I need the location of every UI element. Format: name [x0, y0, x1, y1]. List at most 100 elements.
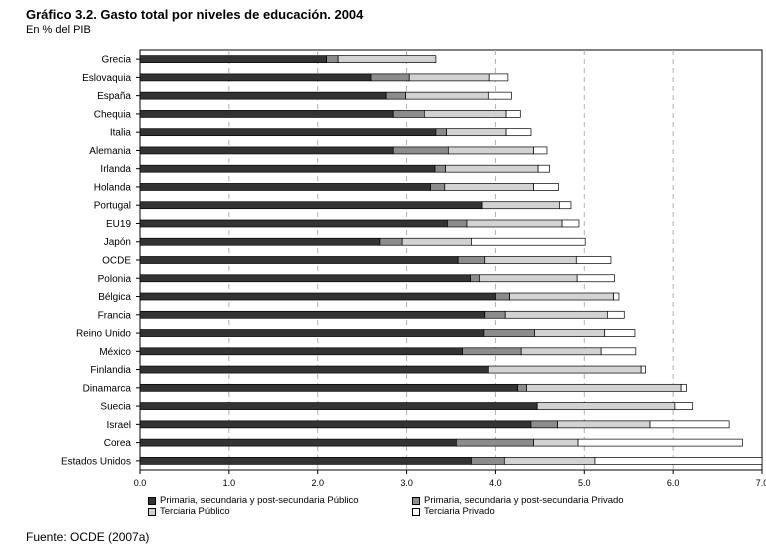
- bar-segment: [530, 420, 558, 429]
- bar-segment: [594, 457, 763, 465]
- bar-segment: [139, 219, 448, 228]
- bar-segment: [139, 402, 538, 410]
- category-label: Reino Unido: [76, 329, 131, 340]
- bar-segment: [139, 329, 485, 337]
- category-label: Holanda: [94, 182, 132, 193]
- bar-segment: [533, 183, 559, 191]
- bar-segment: [674, 402, 694, 410]
- bar-segment: [446, 128, 507, 137]
- bar-segment: [576, 274, 615, 283]
- bar-segment: [680, 383, 687, 392]
- bar-segment: [447, 219, 468, 228]
- bar-segment: [561, 219, 580, 228]
- bar-segment: [484, 256, 577, 264]
- bar-segment: [534, 329, 606, 337]
- bar-segment: [613, 292, 620, 301]
- bar-segment: [445, 164, 539, 173]
- bar-segment: [139, 183, 431, 191]
- bar-segment: [495, 292, 510, 301]
- bar-segment: [139, 365, 489, 374]
- bar-segment: [139, 420, 532, 429]
- bar-segment: [517, 383, 527, 392]
- legend-swatch-terciaria-publico: [148, 507, 156, 516]
- bar-segment: [370, 73, 410, 82]
- bar-segment: [139, 146, 394, 155]
- bar-segment: [392, 110, 425, 118]
- bar-segment: [408, 73, 490, 82]
- bar-segment: [139, 237, 381, 246]
- bar-segment: [504, 310, 608, 319]
- bar-segment: [457, 256, 486, 264]
- bar-segment: [447, 146, 534, 155]
- legend-item-terciaria-publico: Terciaria Público: [148, 506, 230, 517]
- bar-segment: [488, 73, 509, 82]
- bar-segment: [139, 274, 471, 283]
- bar-segment: [604, 329, 636, 337]
- legend-item-primaria-publico: Primaria, secundaria y post-secundaria P…: [148, 495, 359, 506]
- category-label: EU19: [106, 219, 131, 230]
- legend-label-primaria-publico: Primaria, secundaria y post-secundaria P…: [160, 495, 359, 506]
- chart-subtitle: En % del PIB: [26, 24, 91, 36]
- legend-label-primaria-privado: Primaria, secundaria y post-secundaria P…: [424, 495, 624, 506]
- category-label: México: [99, 347, 131, 358]
- bar-segment: [401, 237, 472, 246]
- category-label: Polonia: [98, 274, 132, 285]
- bar-segment: [487, 91, 512, 100]
- category-label: Grecia: [102, 55, 132, 66]
- bar-segment: [139, 164, 436, 173]
- bar-segment: [139, 292, 496, 301]
- bar-segment: [139, 73, 372, 82]
- category-label: Chequia: [94, 109, 132, 120]
- bar-segment: [640, 365, 646, 374]
- category-label: OCDE: [102, 256, 131, 267]
- bar-segment: [505, 110, 521, 118]
- bar-segment: [577, 438, 743, 447]
- bar-segment: [139, 110, 394, 118]
- category-label: España: [97, 91, 131, 102]
- category-label: Finlandia: [90, 365, 131, 376]
- bar-segment: [430, 183, 446, 191]
- bar-segment: [471, 457, 505, 465]
- bar-segment: [537, 164, 550, 173]
- bar-segment: [139, 347, 463, 356]
- bar-segment: [455, 438, 534, 447]
- bar-segment: [575, 256, 612, 264]
- bar-segment: [533, 438, 579, 447]
- category-label: Alemania: [89, 146, 131, 157]
- bar-segment: [379, 237, 403, 246]
- category-label: Italia: [110, 128, 132, 139]
- bar-segment: [139, 310, 486, 319]
- bar-segment: [479, 274, 578, 283]
- x-tick-label: 7.0: [756, 478, 766, 488]
- category-label: Israel: [107, 420, 131, 431]
- bar-segment: [600, 347, 637, 356]
- legend-swatch-primaria-privado: [412, 496, 420, 505]
- chart-title: Gráfico 3.2. Gasto total por niveles de …: [26, 7, 364, 22]
- category-label: Portugal: [94, 201, 131, 212]
- bar-segment: [470, 274, 480, 283]
- bar-segment: [139, 438, 457, 447]
- bar-segment: [434, 164, 447, 173]
- category-label: Dinamarca: [83, 383, 132, 394]
- category-label: Irlanda: [100, 164, 131, 175]
- bar-segment: [484, 310, 506, 319]
- bar-segment: [462, 347, 522, 356]
- x-tick-label: 3.0: [400, 478, 413, 488]
- bar-segment: [337, 55, 437, 63]
- legend-item-terciaria-privado: Terciaria Privado: [412, 506, 495, 517]
- x-tick-label: 2.0: [311, 478, 324, 488]
- bar-segment: [533, 146, 548, 155]
- bar-segment: [481, 201, 560, 210]
- bar-segment: [392, 146, 449, 155]
- bar-segment: [503, 457, 596, 465]
- legend-label-terciaria-publico: Terciaria Público: [160, 506, 230, 517]
- bar-segment: [487, 365, 642, 374]
- stacked-bar-chart: 0.0 1.0 2.0 3.0 4.0 5.0 6.0 7.0 Grecia Eslovaquia…: [61, 49, 766, 488]
- legend-swatch-terciaria-privado: [412, 507, 420, 516]
- bar-segment: [139, 201, 483, 210]
- bar-segment: [435, 128, 447, 137]
- category-label: Japón: [104, 237, 131, 248]
- bar-segment: [471, 237, 586, 246]
- x-tick-label: 1.0: [223, 478, 236, 488]
- bar-segment: [139, 55, 327, 63]
